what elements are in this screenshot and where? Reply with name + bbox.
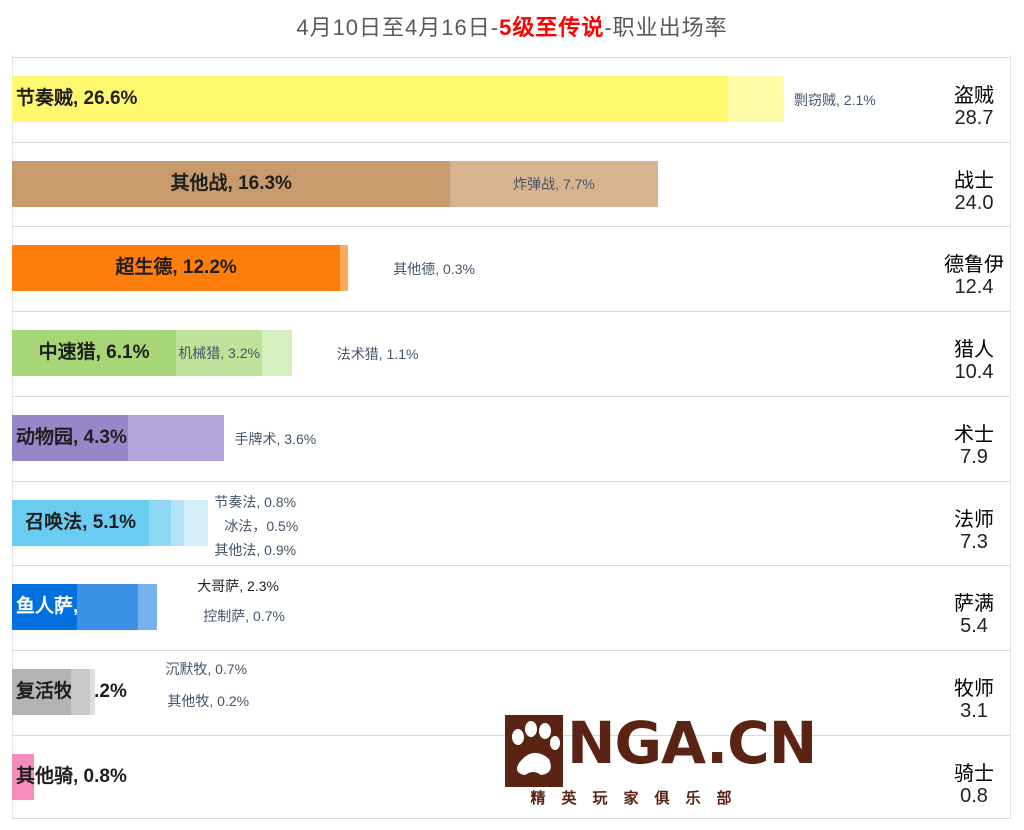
class-total-德鲁伊: 12.4	[954, 276, 994, 299]
bar-segment-召唤法	[12, 499, 150, 546]
frame-line	[1010, 55, 1011, 819]
class-total-萨满: 5.4	[960, 615, 988, 638]
bar-segment-动物园	[12, 414, 128, 461]
side-label-大哥萨: 大哥萨, 2.3%	[197, 578, 279, 595]
class-total-法师: 7.3	[960, 530, 988, 553]
class-name-萨满: 萨满	[954, 593, 994, 616]
class-total-牧师: 3.1	[960, 699, 988, 722]
row-divider	[12, 480, 1010, 482]
class-total-盗贼: 28.7	[954, 107, 994, 129]
row-divider	[12, 565, 1010, 567]
bar-label-中速猎: 中速猎, 6.1%	[38, 342, 150, 364]
side-label-节奏法: 节奏法, 0.8%	[214, 493, 297, 510]
bar-label-其他战: 其他战, 16.3%	[170, 172, 292, 194]
bar-segment-冰法	[170, 499, 185, 546]
side-label-剽窃贼: 剽窃贼, 2.1%	[794, 92, 876, 108]
bar-segment-沉默牧	[71, 668, 90, 715]
class-name-战士: 战士	[954, 169, 994, 192]
title-suffix: -职业出场率	[604, 15, 728, 40]
class-name-牧师: 牧师	[954, 677, 994, 700]
side-label-手牌术: 手牌术, 3.6%	[234, 430, 317, 447]
logo-subtitle: 精英玩家俱乐部	[530, 790, 748, 807]
class-total-战士: 24.0	[954, 191, 994, 214]
class-name-德鲁伊: 德鲁伊	[944, 254, 1004, 277]
bar-label-动物园: 动物园, 4.3%	[16, 426, 127, 448]
side-label-法术猎: 法术猎, 1.1%	[336, 346, 419, 363]
row-divider	[12, 395, 1010, 397]
bar-segment-节奏贼	[12, 76, 728, 122]
bar-segment-节奏法	[149, 499, 171, 546]
bar-segment-中速猎	[12, 330, 177, 377]
class-name-术士: 术士	[954, 423, 994, 446]
bar-label-超生德: 超生德, 12.2%	[115, 257, 237, 279]
bar-segment-超生德	[12, 245, 341, 292]
class-total-术士: 7.9	[960, 445, 988, 468]
side-label-沉默牧: 沉默牧, 0.7%	[165, 660, 248, 677]
bar-label-机械猎: 机械猎, 3.2%	[178, 345, 260, 362]
nga-logo: NGA.CN 精英玩家俱乐部	[505, 709, 817, 807]
side-label-冰法: 冰法，0.5%	[224, 517, 299, 534]
bar-segment-手牌术	[127, 414, 225, 461]
side-label-其他德: 其他德, 0.3%	[393, 261, 475, 278]
paw-icon	[505, 715, 563, 787]
bar-segment-控制萨	[138, 584, 158, 631]
title-highlight: 5级至传说	[499, 15, 605, 40]
bar-segment-炸弹战	[450, 160, 658, 207]
title-prefix: 4月10日至4月16日-	[296, 15, 500, 40]
logo-text: NGA.CN	[567, 709, 817, 777]
bar-label-炸弹战: 炸弹战, 7.7%	[513, 175, 595, 192]
side-label-其他法: 其他法, 0.9%	[214, 541, 297, 558]
row-divider	[12, 649, 1010, 651]
class-name-猎人: 猎人	[954, 339, 994, 362]
bar-segment-其他牧	[90, 668, 96, 715]
row-divider	[12, 226, 1010, 228]
side-label-控制萨: 控制萨, 0.7%	[203, 608, 285, 625]
class-name-盗贼: 盗贼	[954, 85, 994, 107]
bar-segment-其他骑	[12, 753, 34, 800]
bar-segment-其他战	[12, 160, 451, 207]
class-name-骑士: 骑士	[954, 762, 994, 785]
class-total-骑士: 0.8	[960, 784, 988, 807]
row-divider	[12, 818, 1010, 820]
bar-label-节奏贼: 节奏贼, 26.6%	[16, 88, 138, 109]
class-total-猎人: 10.4	[954, 361, 994, 384]
bar-segment-机械猎	[176, 330, 263, 377]
bar-label-其他骑: 其他骑, 0.8%	[16, 765, 127, 787]
row-divider	[12, 57, 1010, 58]
row-divider	[12, 141, 1010, 143]
bar-segment-其他德	[340, 245, 349, 292]
bar-segment-剽窃贼	[727, 76, 785, 122]
bar-label-召唤法: 召唤法, 5.1%	[25, 511, 137, 533]
bar-segment-法术猎	[262, 330, 292, 377]
row-divider	[12, 311, 1010, 313]
bar-segment-复活牧	[12, 668, 72, 715]
class-name-法师: 法师	[954, 508, 994, 531]
bar-segment-其他法	[184, 499, 209, 546]
bar-segment-大哥萨	[76, 584, 139, 631]
bar-segment-鱼人萨	[12, 584, 77, 631]
side-label-其他牧: 其他牧, 0.2%	[167, 692, 250, 709]
chart-title: 4月10日至4月16日-5级至传说-职业出场率	[0, 10, 1024, 42]
